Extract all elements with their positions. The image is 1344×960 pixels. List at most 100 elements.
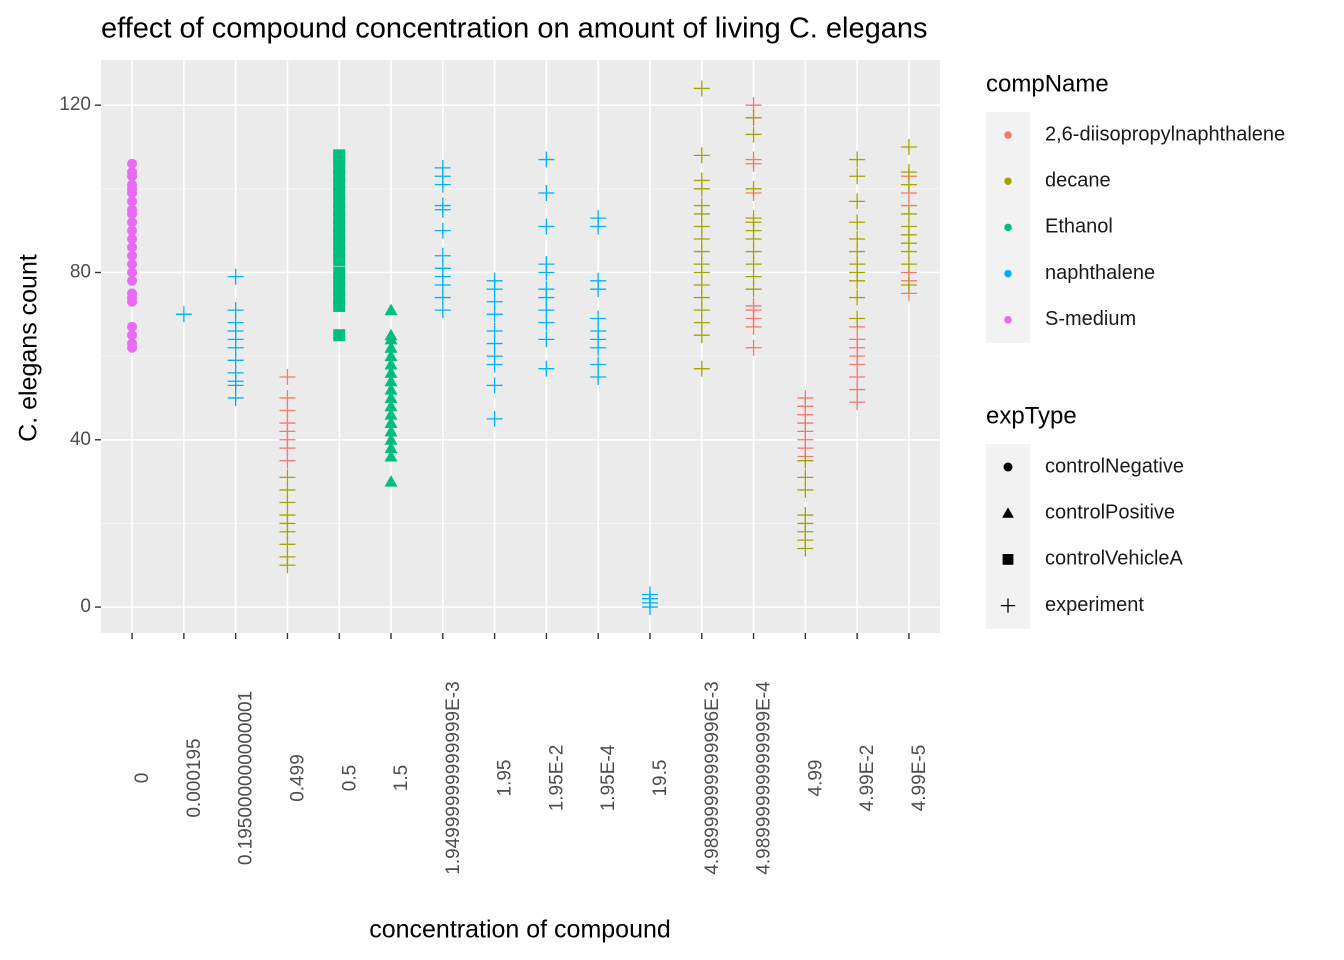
point: [127, 321, 138, 332]
legend-label: controlPositive: [1045, 501, 1175, 523]
point: [127, 338, 138, 349]
point: [486, 323, 503, 340]
point: [538, 281, 555, 298]
point: [127, 234, 138, 245]
x-tick-label: 19.5: [650, 760, 671, 797]
point: [797, 452, 814, 469]
legend-title: expType: [986, 402, 1077, 429]
point: [538, 185, 555, 202]
point: [127, 275, 138, 286]
point: [127, 204, 138, 215]
point: [797, 389, 814, 406]
x-tick-label: 4.99: [805, 760, 826, 797]
point: [384, 416, 398, 429]
point: [590, 310, 607, 327]
x-tick-label: 1.94999999999999E-3: [443, 681, 464, 874]
point: [127, 179, 138, 190]
point: [745, 297, 762, 314]
x-tick-label: 0.499: [287, 754, 308, 802]
point: [127, 167, 138, 178]
legend-key: [1002, 507, 1014, 518]
point: [641, 586, 658, 603]
point: [434, 197, 451, 214]
x-tick-label: 0.195000000000001: [236, 691, 257, 865]
point: [384, 349, 398, 362]
x-tick-label: 0.5: [339, 765, 360, 791]
x-tick-label: 4.99E-2: [857, 745, 878, 812]
point: [434, 222, 451, 239]
x-tick-label: 4.99E-5: [909, 745, 930, 812]
y-tick-label: 40: [70, 429, 91, 450]
point: [434, 247, 451, 264]
point: [127, 288, 138, 299]
point: [127, 196, 138, 207]
point: [279, 557, 296, 574]
point: [384, 374, 398, 387]
point: [693, 197, 710, 214]
point: [384, 328, 398, 341]
point: [538, 360, 555, 377]
point: [849, 214, 866, 231]
point: [127, 259, 138, 270]
legend-key-bg: [986, 444, 1030, 629]
point: [434, 159, 451, 176]
y-tick-label: 120: [59, 94, 91, 115]
point: [127, 217, 138, 228]
legend-label: controlNegative: [1045, 455, 1184, 477]
point: [127, 225, 138, 236]
point: [693, 360, 710, 377]
legend-key: [1003, 462, 1013, 472]
point: [900, 138, 917, 155]
point: [745, 109, 762, 126]
point: [384, 449, 398, 462]
point: [849, 151, 866, 168]
point: [384, 341, 398, 353]
y-axis-title: C. elegans count: [15, 254, 43, 442]
x-axis-title: concentration of compound: [369, 916, 671, 944]
legend-label: decane: [1045, 169, 1111, 191]
point: [590, 210, 607, 227]
point: [384, 433, 398, 445]
legend-label: naphthalene: [1045, 262, 1155, 284]
point: [227, 389, 244, 406]
point: [745, 180, 762, 197]
x-tick-label: 0: [132, 773, 153, 784]
point: [797, 507, 814, 524]
point: [745, 151, 762, 168]
point: [900, 205, 917, 222]
legend-key: [1002, 554, 1014, 565]
point: [693, 147, 710, 164]
plot-panel: [101, 60, 940, 633]
point: [384, 366, 398, 378]
x-tick-label: 0.000195: [184, 738, 205, 817]
point: [384, 424, 398, 437]
point: [693, 172, 710, 189]
point: [849, 289, 866, 306]
point: [384, 475, 398, 487]
point: [175, 306, 192, 323]
legend-label: S-medium: [1045, 308, 1136, 330]
legend-key: [1004, 223, 1012, 232]
point: [849, 193, 866, 210]
point: [486, 272, 503, 289]
point: [384, 408, 398, 420]
legend-key: [1004, 131, 1012, 139]
point: [849, 310, 866, 327]
point: [127, 267, 138, 278]
point: [333, 266, 346, 279]
y-tick-label: 0: [80, 596, 91, 617]
legend-key: [1004, 177, 1012, 185]
point: [797, 469, 814, 486]
point: [745, 339, 762, 356]
legend-title: compName: [986, 70, 1109, 97]
legend-key: [1004, 269, 1012, 278]
x-tick-label: 1.5: [391, 765, 412, 791]
point: [538, 218, 555, 235]
point: [486, 377, 503, 394]
legend-key: [1000, 598, 1016, 613]
point: [538, 151, 555, 168]
point: [384, 391, 398, 403]
x-tick-label: 1.95E-4: [598, 744, 619, 811]
point: [127, 158, 138, 169]
